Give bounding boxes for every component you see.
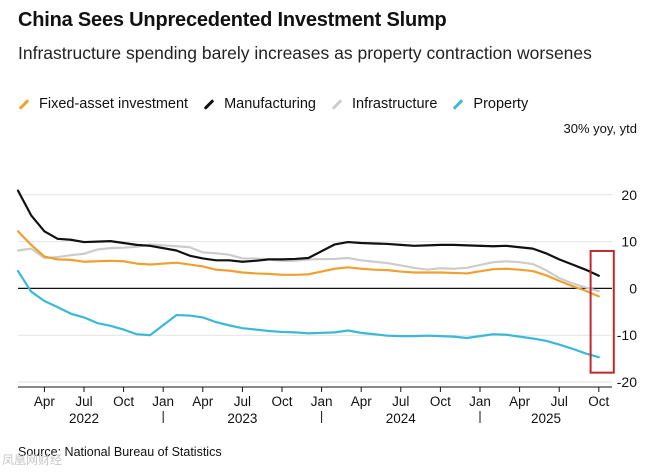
x-tick-label: Oct xyxy=(113,394,134,409)
source-note: Source: National Bureau of Statistics xyxy=(18,445,222,459)
legend-label-infrastructure: Infrastructure xyxy=(351,96,438,112)
x-tick-label: Apr xyxy=(351,394,373,409)
legend-label-property: Property xyxy=(473,96,529,112)
x-tick-label: Jan xyxy=(152,394,174,409)
y-tick-label: 20 xyxy=(621,187,637,203)
x-tick-label: Jan xyxy=(311,394,333,409)
watermark-logo: 凤凰网财经 xyxy=(2,451,62,468)
x-tick-label: Oct xyxy=(271,394,292,409)
year-label: 2022 xyxy=(69,411,99,426)
year-label: 2024 xyxy=(386,411,417,426)
x-tick-label: Jul xyxy=(551,394,568,409)
series-line-property xyxy=(16,269,600,359)
x-tick-label: Jul xyxy=(392,394,409,409)
series-line-manufacturing xyxy=(16,189,600,277)
legend-item-fixed-asset: Fixed-asset investment xyxy=(18,96,188,112)
x-tick-label: Oct xyxy=(430,394,451,409)
year-label: 2023 xyxy=(227,411,257,426)
highlight-box xyxy=(589,249,615,374)
y-tick-label: -20 xyxy=(617,374,637,390)
y-tick-label: 10 xyxy=(621,234,637,250)
x-tick-label: Oct xyxy=(588,394,609,409)
series-line-infrastructure xyxy=(16,243,600,293)
x-tick-label: Apr xyxy=(192,394,214,409)
y-tick-label: 0 xyxy=(629,280,637,296)
legend-item-infrastructure: Infrastructure xyxy=(331,96,437,112)
legend-item-property: Property xyxy=(452,96,528,112)
x-tick-label: Apr xyxy=(34,394,56,409)
series-line-fixed-asset xyxy=(16,230,600,298)
legend-label-fixed-asset: Fixed-asset investment xyxy=(39,96,189,112)
line-chart: 20 10 0 -10 -20 Apr Jul Oct Jan Apr Jul Oct Jan Apr Ju… xyxy=(16,187,637,426)
legend-item-manufacturing: Manufacturing xyxy=(203,96,316,112)
chart-title: China Sees Unprecedented Investment Slum… xyxy=(18,9,447,31)
legend-label-manufacturing: Manufacturing xyxy=(224,96,316,112)
legend: Fixed-asset investment Manufacturing Inf… xyxy=(18,94,543,114)
x-tick-label: Jul xyxy=(75,394,92,409)
x-tick-label: Jan xyxy=(469,394,491,409)
watermark-text: 凤凰网财经 xyxy=(2,453,63,467)
x-tick-label: Apr xyxy=(509,394,531,409)
x-tick-label: Jul xyxy=(234,394,251,409)
y-axis-unit-label: 30% yoy, ytd xyxy=(563,121,637,136)
chart-subtitle: Infrastructure spending barely increases… xyxy=(18,43,592,63)
y-tick-label: -10 xyxy=(617,327,637,343)
year-label: 2025 xyxy=(531,411,561,426)
